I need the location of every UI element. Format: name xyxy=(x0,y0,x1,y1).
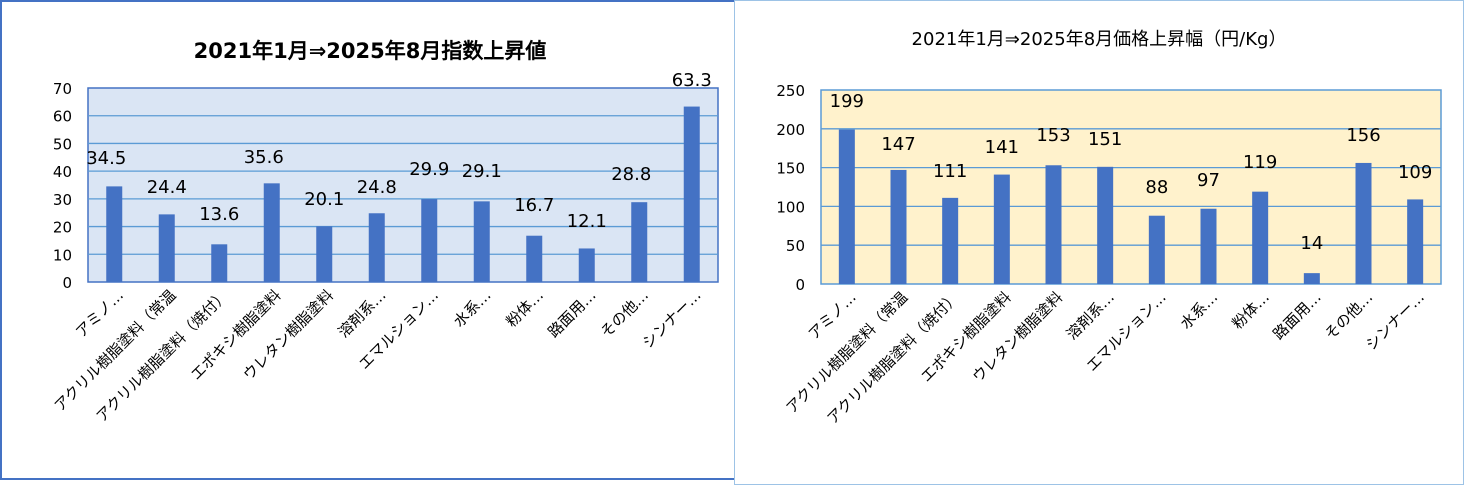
chart-title-left: 2021年1月⇒2025年8月指数上昇値 xyxy=(193,39,547,63)
data-label: 34.5 xyxy=(86,148,126,169)
bar xyxy=(1407,199,1424,284)
bar xyxy=(106,186,123,282)
data-label: 12.1 xyxy=(567,211,607,232)
y-tick-label: 0 xyxy=(795,276,805,294)
data-label: 199 xyxy=(830,91,864,112)
bar xyxy=(993,174,1010,284)
bar xyxy=(942,197,959,284)
data-label: 63.3 xyxy=(672,70,712,91)
data-label: 16.7 xyxy=(514,195,554,216)
bar xyxy=(838,129,855,284)
y-tick-label: 250 xyxy=(776,82,805,100)
bar xyxy=(526,235,543,282)
x-tick-label: エポキシ樹脂塗料 xyxy=(187,286,285,384)
chart-panel-right: 2021年1月⇒2025年8月価格上昇幅（円/Kg） 0 50 100 150 200 2… xyxy=(734,0,1464,485)
y-tick-label: 70 xyxy=(53,80,72,98)
bar xyxy=(1045,165,1062,284)
data-label: 29.1 xyxy=(462,161,502,182)
bar xyxy=(1148,215,1165,284)
bar xyxy=(683,106,700,282)
y-tick-label: 200 xyxy=(776,121,805,139)
bar xyxy=(421,199,438,282)
data-label: 24.8 xyxy=(357,177,397,198)
x-tick-label: 粉体… xyxy=(1228,288,1273,333)
bar-chart-left: 01020304050607034.5アミノ…24.4アクリル樹脂塗料（常温13… xyxy=(51,70,719,426)
bar xyxy=(1355,162,1372,284)
data-label: 29.9 xyxy=(409,159,449,180)
y-tick-label: 100 xyxy=(776,198,805,216)
bar xyxy=(1097,166,1114,284)
plot-area xyxy=(87,87,719,283)
data-label: 35.6 xyxy=(244,147,284,168)
y-tick-label: 10 xyxy=(53,246,72,264)
data-label: 151 xyxy=(1088,129,1122,150)
data-label: 88 xyxy=(1145,177,1168,198)
bar xyxy=(263,183,280,282)
bar xyxy=(1303,273,1320,284)
data-label: 153 xyxy=(1036,125,1070,146)
data-label: 109 xyxy=(1398,162,1432,183)
y-tick-label: 30 xyxy=(53,191,72,209)
data-label: 111 xyxy=(933,161,967,182)
data-label: 24.4 xyxy=(147,177,187,198)
chart-title-right: 2021年1月⇒2025年8月価格上昇幅（円/Kg） xyxy=(911,29,1287,50)
y-tick-label: 150 xyxy=(776,160,805,178)
x-tick-label: 路面用… xyxy=(544,286,599,341)
data-label: 20.1 xyxy=(304,189,344,210)
y-tick-label: 40 xyxy=(53,163,72,181)
y-tick-label: 20 xyxy=(53,219,72,237)
x-tick-label: 水系… xyxy=(450,286,495,331)
data-label: 141 xyxy=(985,137,1019,158)
bar xyxy=(578,248,595,282)
data-label: 147 xyxy=(881,134,915,155)
chart-panel-left: 2021年1月⇒2025年8月指数上昇値 0 10 20 30 40 50 60 70 34.5… xyxy=(0,0,740,480)
bar xyxy=(158,214,175,282)
y-tick-label: 60 xyxy=(53,108,72,126)
data-label: 97 xyxy=(1197,170,1220,191)
x-tick-label: エポキシ樹脂塗料 xyxy=(917,288,1015,386)
bar xyxy=(1252,191,1269,284)
bar xyxy=(473,201,490,282)
data-label: 156 xyxy=(1346,125,1380,146)
x-tick-label: ウレタン樹脂塗料 xyxy=(969,288,1067,386)
x-tick-label: 粉体… xyxy=(503,286,548,331)
y-tick-label: 0 xyxy=(62,274,72,292)
data-label: 14 xyxy=(1300,233,1323,254)
bar xyxy=(316,226,333,282)
plot-area xyxy=(820,89,1442,285)
x-tick-label: 路面用… xyxy=(1269,288,1324,343)
x-tick-label: ウレタン樹脂塗料 xyxy=(239,286,337,384)
x-tick-label: 水系… xyxy=(1177,288,1222,333)
y-tick-label: 50 xyxy=(53,135,72,153)
y-tick-label: 50 xyxy=(786,237,805,255)
data-label: 13.6 xyxy=(199,204,239,225)
bar xyxy=(1200,208,1217,284)
data-label: 28.8 xyxy=(611,164,651,185)
bar xyxy=(211,244,228,282)
bar xyxy=(890,169,907,284)
data-label: 119 xyxy=(1243,152,1277,173)
bar xyxy=(368,213,385,282)
bar xyxy=(631,202,648,282)
